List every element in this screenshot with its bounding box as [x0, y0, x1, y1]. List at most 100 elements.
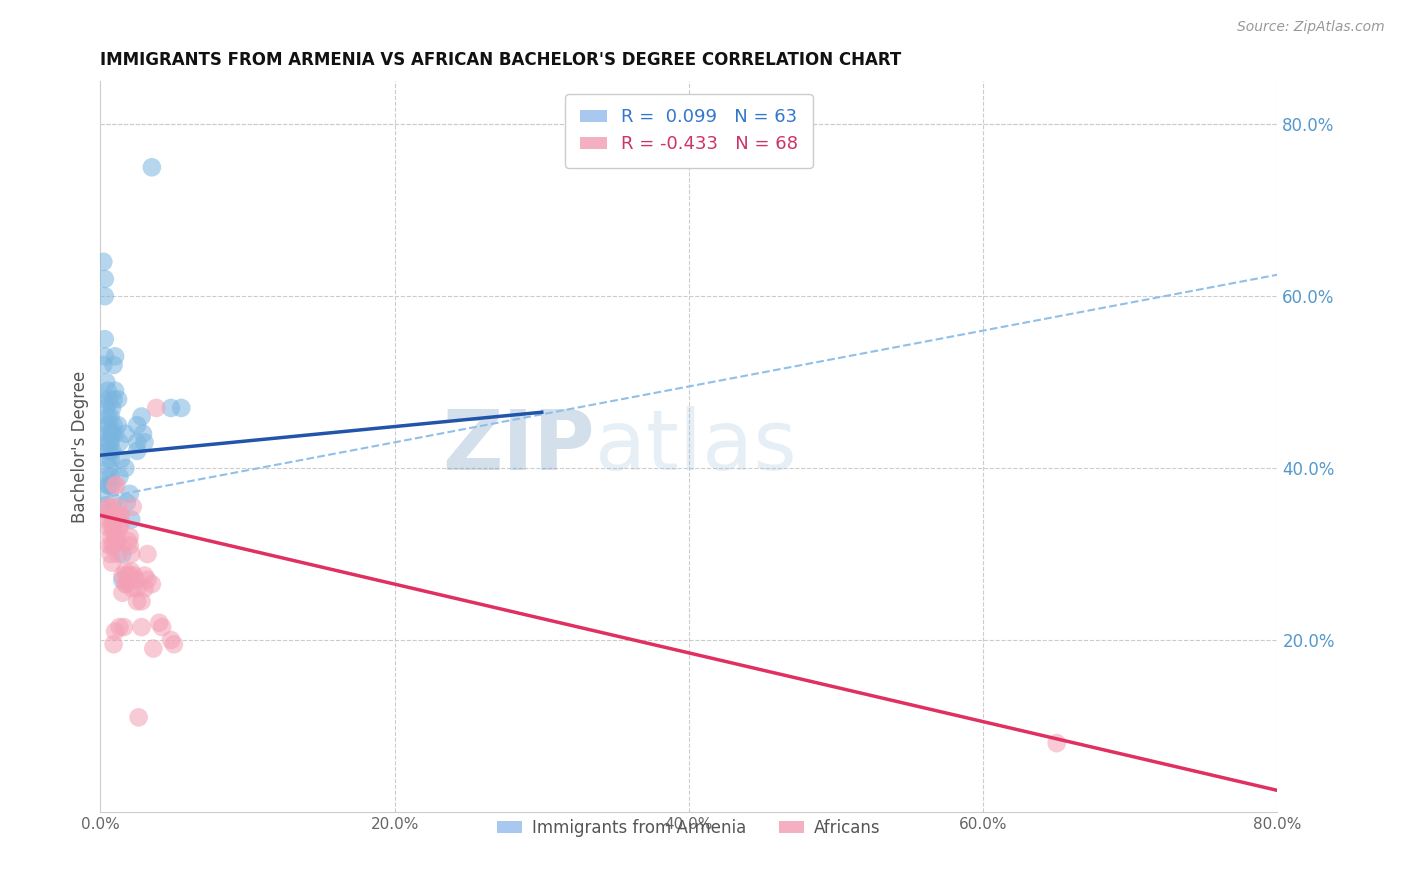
Point: [104, 350, 127, 364]
Point: [1046, 736, 1069, 750]
Point: [96, 375, 118, 389]
Point: [104, 530, 127, 544]
Point: [107, 547, 129, 561]
Point: [91, 255, 114, 269]
Text: Source: ZipAtlas.com: Source: ZipAtlas.com: [1237, 20, 1385, 34]
Point: [170, 401, 193, 415]
Point: [107, 500, 129, 514]
Point: [108, 469, 131, 483]
Point: [90, 500, 112, 514]
Point: [110, 452, 132, 467]
Point: [114, 426, 136, 441]
Point: [134, 435, 156, 450]
Point: [108, 508, 131, 523]
Point: [101, 556, 124, 570]
Point: [103, 358, 125, 372]
Point: [101, 508, 124, 523]
Point: [118, 538, 141, 552]
Point: [105, 478, 128, 492]
Point: [114, 577, 136, 591]
Point: [131, 409, 153, 424]
Point: [118, 568, 141, 582]
Point: [94, 272, 117, 286]
Point: [131, 620, 153, 634]
Point: [111, 547, 134, 561]
Point: [104, 508, 127, 523]
Point: [131, 594, 153, 608]
Point: [94, 332, 117, 346]
Point: [120, 564, 142, 578]
Point: [100, 426, 122, 441]
Point: [120, 513, 142, 527]
Point: [97, 478, 120, 492]
Point: [112, 620, 135, 634]
Point: [120, 547, 142, 561]
Point: [100, 435, 122, 450]
Point: [96, 401, 118, 415]
Point: [105, 534, 128, 549]
Point: [97, 513, 120, 527]
Point: [127, 444, 149, 458]
Point: [100, 530, 122, 544]
Point: [115, 568, 138, 582]
Point: [107, 521, 129, 535]
Point: [91, 358, 114, 372]
Point: [103, 418, 125, 433]
Point: [111, 585, 134, 599]
Point: [107, 392, 129, 407]
Point: [148, 615, 170, 630]
Point: [114, 564, 136, 578]
Point: [94, 350, 117, 364]
Point: [117, 534, 139, 549]
Text: IMMIGRANTS FROM ARMENIA VS AFRICAN BACHELOR'S DEGREE CORRELATION CHART: IMMIGRANTS FROM ARMENIA VS AFRICAN BACHE…: [100, 51, 901, 69]
Point: [104, 384, 127, 398]
Point: [104, 426, 127, 441]
Point: [115, 495, 138, 509]
Point: [121, 582, 143, 596]
Point: [107, 418, 129, 433]
Point: [103, 508, 125, 523]
Point: [117, 573, 139, 587]
Point: [132, 426, 155, 441]
Point: [107, 534, 129, 549]
Point: [136, 573, 159, 587]
Point: [101, 521, 124, 535]
Point: [100, 469, 122, 483]
Point: [111, 568, 134, 582]
Point: [100, 409, 122, 424]
Point: [96, 435, 118, 450]
Text: atlas: atlas: [595, 406, 796, 487]
Point: [108, 620, 131, 634]
Text: ZIP: ZIP: [443, 406, 595, 487]
Point: [124, 573, 146, 587]
Point: [110, 516, 132, 531]
Point: [101, 401, 124, 415]
Point: [108, 435, 131, 450]
Point: [134, 568, 156, 582]
Point: [103, 495, 125, 509]
Point: [97, 384, 120, 398]
Point: [97, 409, 120, 424]
Point: [98, 478, 121, 492]
Point: [105, 508, 128, 523]
Point: [98, 418, 121, 433]
Point: [122, 568, 145, 582]
Point: [111, 573, 134, 587]
Point: [110, 508, 132, 523]
Point: [103, 637, 125, 651]
Legend: Immigrants from Armenia, Africans: Immigrants from Armenia, Africans: [491, 813, 887, 844]
Point: [100, 500, 122, 514]
Point: [103, 521, 125, 535]
Point: [118, 487, 141, 501]
Point: [104, 624, 127, 639]
Point: [98, 538, 121, 552]
Point: [108, 521, 131, 535]
Point: [97, 500, 120, 514]
Point: [91, 392, 114, 407]
Point: [136, 547, 159, 561]
Point: [97, 452, 120, 467]
Point: [96, 418, 118, 433]
Point: [141, 161, 163, 175]
Point: [127, 418, 149, 433]
Point: [127, 582, 149, 596]
